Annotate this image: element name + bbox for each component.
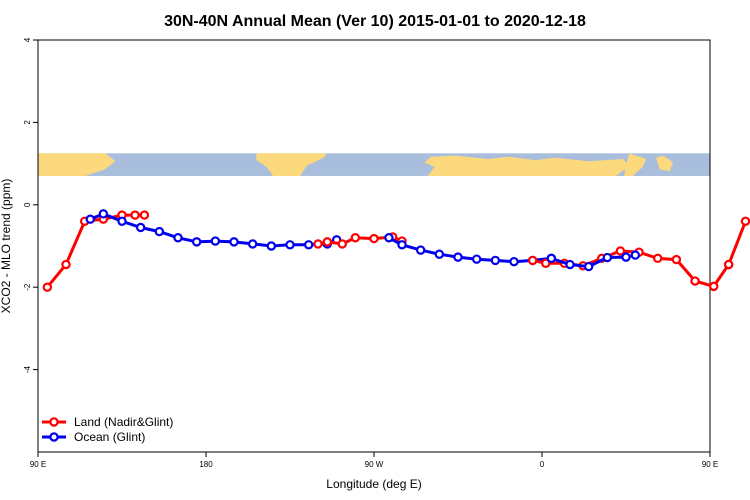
data-point	[85, 214, 95, 224]
series-line	[388, 236, 552, 264]
data-point	[266, 241, 277, 251]
data-point	[740, 216, 750, 226]
series-6	[723, 216, 750, 270]
y-axis: -4 -2 0 2 4	[23, 37, 38, 373]
data-point	[583, 261, 594, 272]
series-5	[546, 250, 641, 272]
x-tick-label: 90 E	[30, 460, 46, 469]
map-land-2	[424, 155, 630, 176]
data-point	[541, 258, 551, 269]
data-point	[490, 255, 501, 266]
legend-marker	[49, 417, 59, 427]
legend-label: Ocean (Glint)	[74, 430, 145, 444]
data-point	[527, 255, 538, 266]
x-axis-label: Longitude (deg E)	[326, 477, 421, 491]
data-point	[546, 253, 557, 264]
data-point	[384, 233, 394, 243]
x-axis: 90 E 180 90 W 0 90 E	[30, 452, 718, 469]
data-point	[709, 281, 719, 292]
series-4	[527, 246, 734, 292]
map-land-3	[624, 153, 647, 176]
series-layer	[42, 209, 750, 292]
series-line	[46, 213, 145, 289]
data-point	[191, 237, 202, 247]
y-tick-label: 0	[23, 202, 32, 207]
data-point	[415, 245, 426, 255]
data-point	[471, 254, 482, 264]
data-point	[690, 276, 700, 286]
data-point	[303, 240, 314, 250]
legend-marker	[49, 432, 59, 442]
data-point	[322, 237, 333, 247]
series-0	[42, 210, 150, 292]
world-map-band	[38, 153, 710, 176]
data-point	[117, 216, 127, 226]
data-point	[139, 210, 150, 220]
data-point	[723, 259, 734, 270]
legend-item: Ocean (Glint)	[42, 430, 145, 444]
y-tick-label: 4	[23, 37, 32, 42]
data-point	[247, 239, 258, 249]
data-point	[602, 252, 613, 263]
x-tick-label: 0	[540, 460, 545, 469]
y-tick-label: -2	[23, 283, 32, 291]
data-point	[210, 236, 221, 246]
data-point	[313, 239, 323, 249]
x-tick-label: 90 E	[702, 460, 718, 469]
data-point	[615, 246, 626, 256]
legend: Land (Nadir&Glint)Ocean (Glint)	[42, 415, 173, 444]
data-point	[509, 256, 519, 267]
data-point	[350, 233, 361, 243]
plot-frame	[37, 39, 711, 453]
chart-title: 30N-40N Annual Mean (Ver 10) 2015-01-01 …	[164, 13, 586, 30]
legend-label: Land (Nadir&Glint)	[74, 415, 173, 429]
data-point	[621, 252, 631, 262]
data-point	[671, 254, 682, 265]
data-point	[173, 233, 183, 243]
x-tick-label: 180	[199, 460, 213, 469]
data-point	[630, 250, 641, 260]
series-line	[727, 219, 750, 266]
map-land-4	[656, 155, 673, 172]
data-point	[337, 239, 347, 249]
x-tick-label: 90 W	[365, 460, 384, 469]
data-point	[42, 282, 53, 292]
y-tick-label: 2	[23, 120, 32, 125]
map-land-0	[38, 153, 116, 176]
data-point	[61, 259, 71, 270]
data-point	[397, 240, 407, 250]
legend-item: Land (Nadir&Glint)	[42, 415, 173, 429]
data-point	[130, 210, 140, 220]
data-point	[135, 222, 146, 233]
data-point	[98, 209, 109, 219]
data-point	[229, 237, 239, 247]
data-point	[653, 253, 663, 264]
data-point	[565, 259, 575, 270]
data-point	[285, 240, 295, 250]
y-axis-label: XCO2 - MLO trend (ppm)	[0, 179, 13, 314]
y-tick-label: -4	[23, 365, 32, 373]
data-point	[154, 226, 165, 237]
map-land-1	[256, 153, 327, 176]
data-point	[453, 252, 463, 262]
data-point	[434, 249, 445, 259]
data-point	[369, 233, 379, 244]
